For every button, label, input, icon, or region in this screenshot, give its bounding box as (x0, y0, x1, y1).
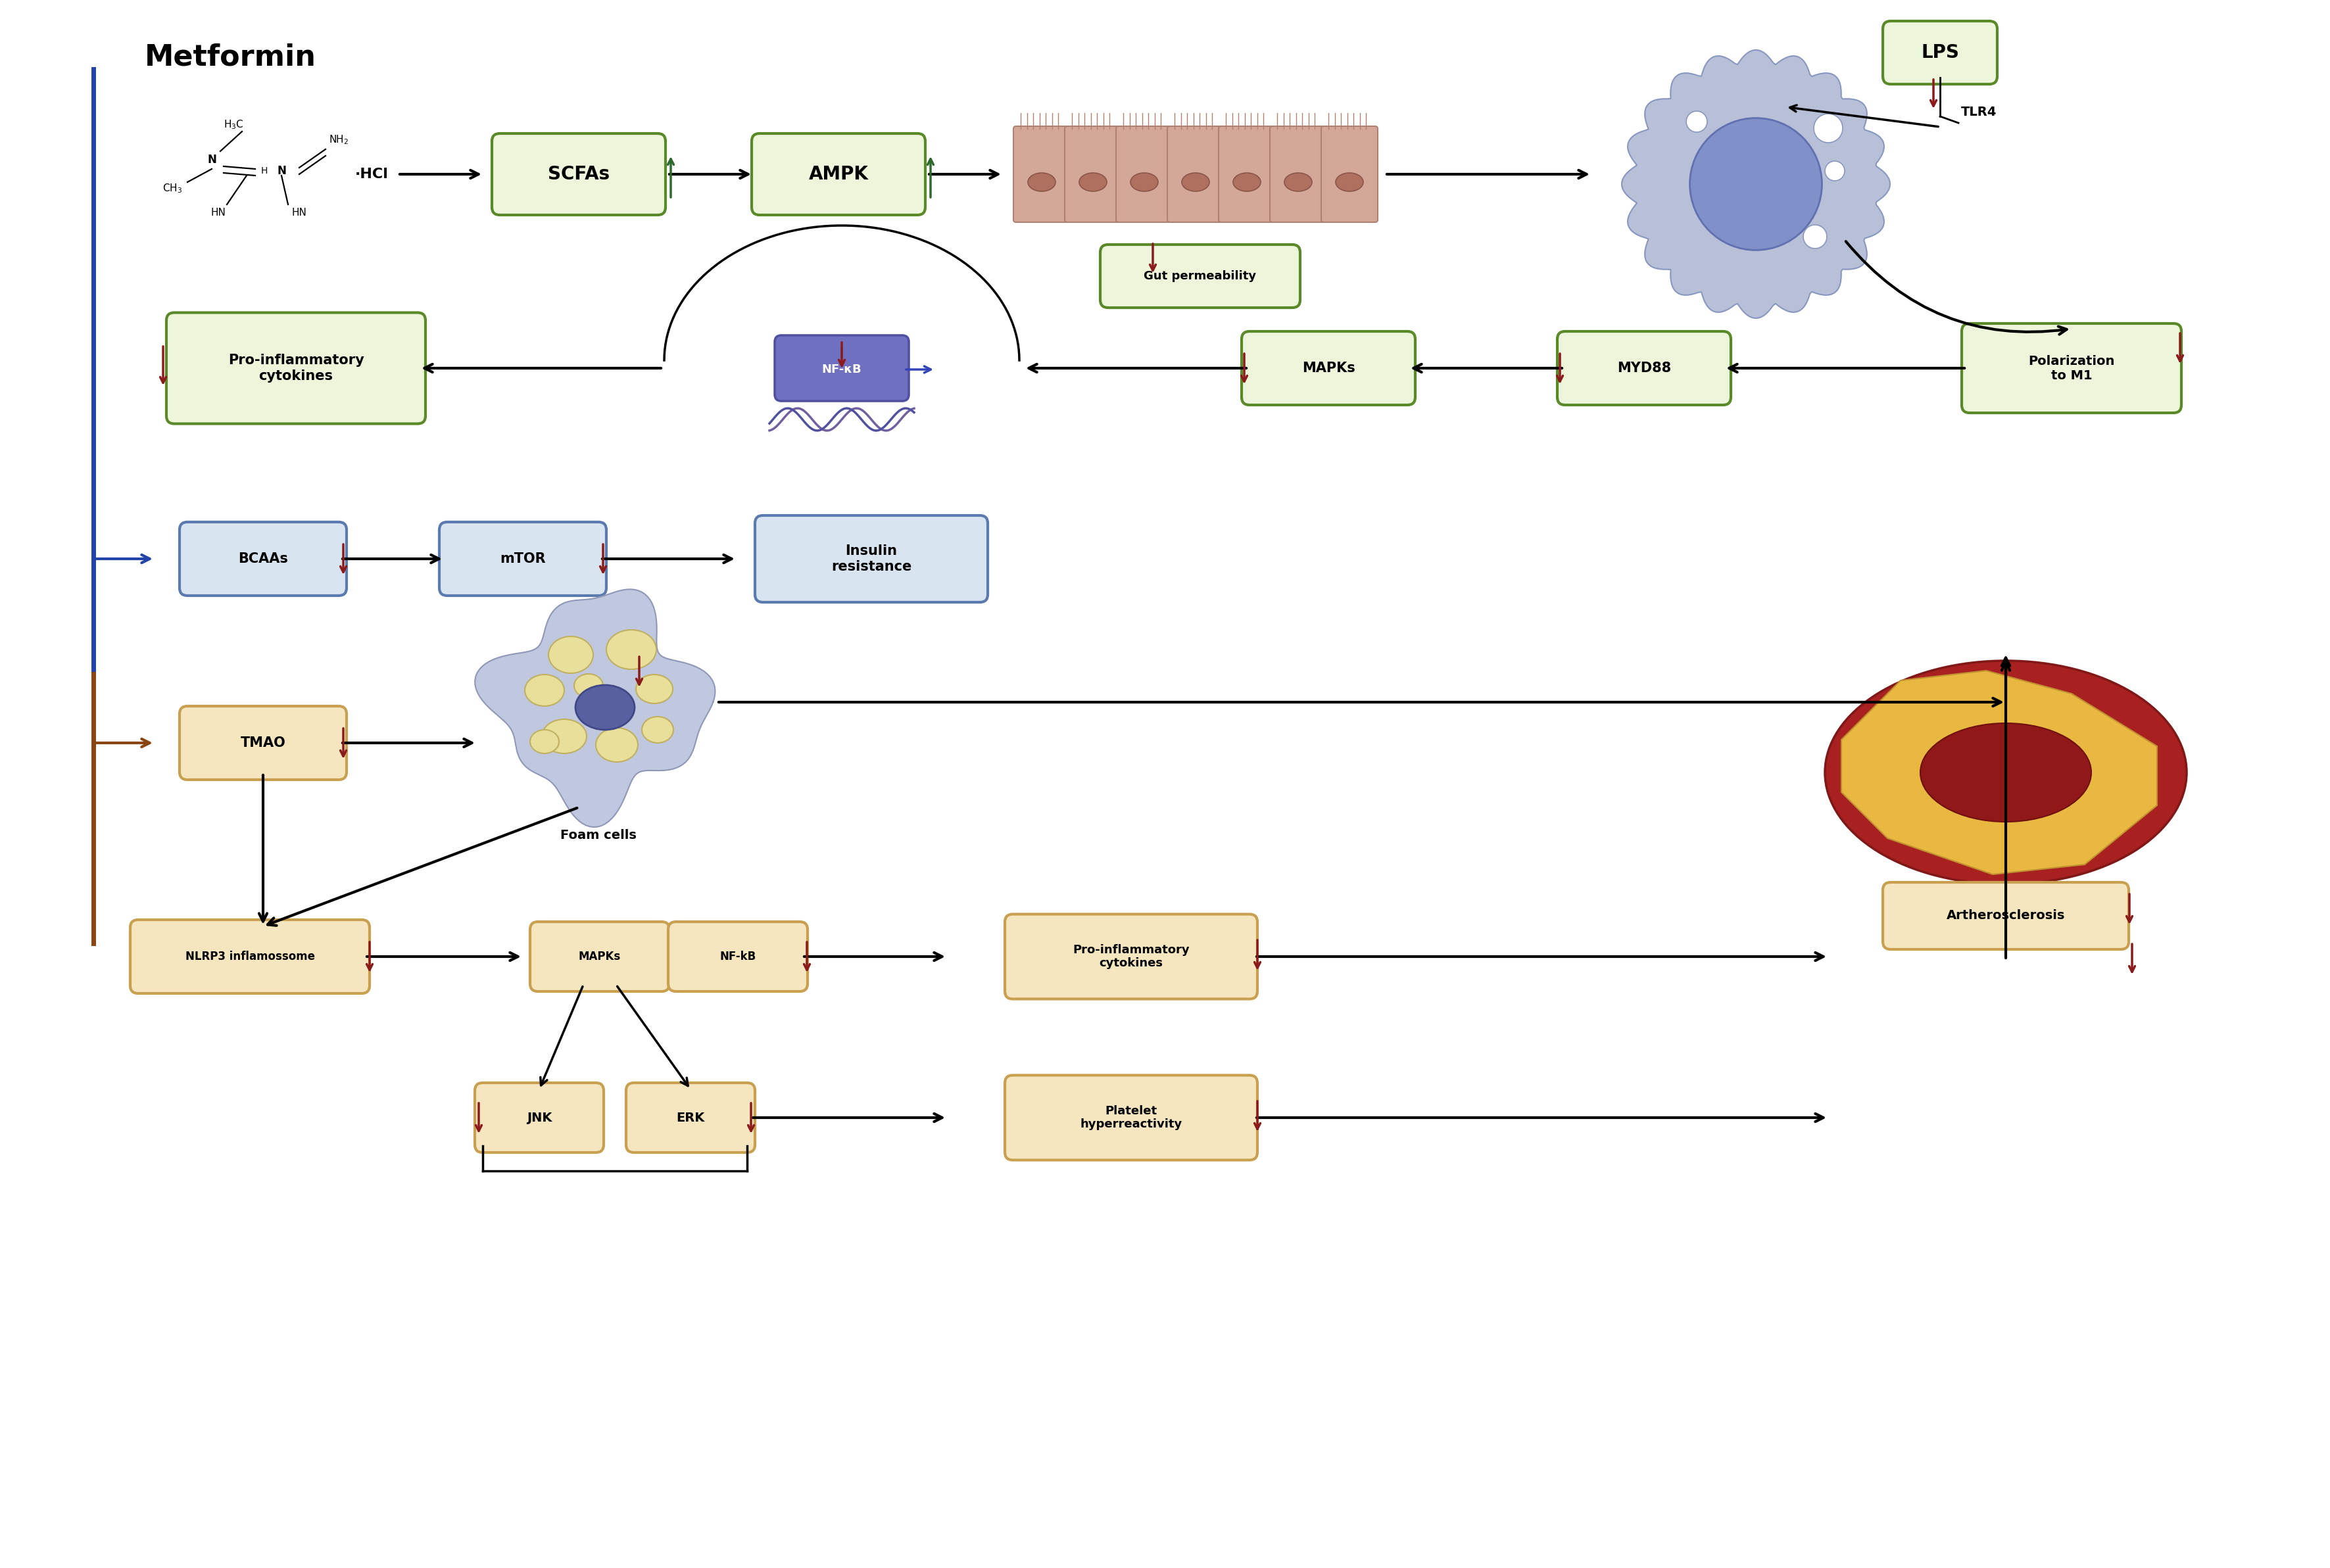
Text: BCAAs: BCAAs (238, 552, 289, 566)
Text: MAPKs: MAPKs (1302, 362, 1356, 375)
Ellipse shape (1028, 172, 1055, 191)
FancyBboxPatch shape (1100, 245, 1300, 307)
Circle shape (1824, 162, 1845, 180)
FancyBboxPatch shape (755, 516, 988, 602)
Text: AMPK: AMPK (809, 165, 869, 183)
Circle shape (1689, 118, 1822, 251)
FancyBboxPatch shape (1962, 323, 2181, 412)
Ellipse shape (543, 720, 587, 754)
Text: LPS: LPS (1920, 44, 1960, 61)
Ellipse shape (529, 729, 559, 754)
FancyBboxPatch shape (529, 922, 669, 991)
Polygon shape (1841, 671, 2158, 875)
FancyBboxPatch shape (1219, 127, 1275, 223)
Text: mTOR: mTOR (501, 552, 545, 566)
FancyBboxPatch shape (627, 1083, 755, 1152)
Ellipse shape (548, 637, 594, 673)
Ellipse shape (1079, 172, 1107, 191)
FancyBboxPatch shape (1883, 883, 2130, 949)
Text: Insulin
resistance: Insulin resistance (832, 544, 911, 572)
FancyBboxPatch shape (475, 1083, 603, 1152)
FancyBboxPatch shape (1883, 20, 1997, 85)
Text: N: N (207, 154, 217, 166)
Circle shape (1813, 114, 1843, 143)
FancyBboxPatch shape (130, 920, 370, 994)
Text: CH$_3$: CH$_3$ (163, 182, 182, 194)
Text: SCFAs: SCFAs (548, 165, 610, 183)
FancyBboxPatch shape (1014, 127, 1069, 223)
FancyBboxPatch shape (1065, 127, 1121, 223)
Ellipse shape (1920, 723, 2092, 822)
Ellipse shape (1284, 172, 1312, 191)
Text: TMAO: TMAO (240, 737, 287, 750)
Ellipse shape (636, 674, 673, 704)
Text: MAPKs: MAPKs (578, 950, 620, 963)
Text: Artherosclerosis: Artherosclerosis (1946, 909, 2064, 922)
Text: JNK: JNK (527, 1112, 552, 1124)
Text: HN: HN (291, 207, 308, 218)
Text: H: H (261, 166, 268, 176)
Ellipse shape (1233, 172, 1261, 191)
FancyBboxPatch shape (753, 133, 925, 215)
FancyBboxPatch shape (1004, 1076, 1258, 1160)
Ellipse shape (1335, 172, 1363, 191)
Text: Gut permeability: Gut permeability (1144, 270, 1256, 282)
Ellipse shape (606, 630, 657, 670)
FancyBboxPatch shape (179, 522, 347, 596)
Text: Platelet
hyperreactivity: Platelet hyperreactivity (1081, 1105, 1181, 1131)
Text: NF-kB: NF-kB (720, 950, 755, 963)
FancyBboxPatch shape (179, 706, 347, 779)
Polygon shape (1622, 50, 1890, 318)
Ellipse shape (573, 674, 603, 698)
Circle shape (1687, 111, 1708, 132)
FancyBboxPatch shape (492, 133, 666, 215)
Ellipse shape (1181, 172, 1209, 191)
Text: NF-κB: NF-κB (822, 364, 862, 375)
FancyBboxPatch shape (774, 336, 909, 401)
Text: HN: HN (210, 207, 226, 218)
FancyBboxPatch shape (1116, 127, 1172, 223)
FancyBboxPatch shape (1167, 127, 1223, 223)
Ellipse shape (1824, 660, 2186, 884)
Text: Polarization
to M1: Polarization to M1 (2029, 354, 2116, 381)
Text: TLR4: TLR4 (1962, 105, 1997, 118)
Text: Foam cells: Foam cells (559, 829, 636, 842)
Ellipse shape (596, 728, 638, 762)
FancyBboxPatch shape (669, 922, 809, 991)
Ellipse shape (1130, 172, 1158, 191)
Text: Metformin: Metformin (144, 42, 317, 71)
Text: ERK: ERK (676, 1112, 704, 1124)
Text: ·HCl: ·HCl (354, 168, 389, 180)
Text: Pro-inflammatory
cytokines: Pro-inflammatory cytokines (1072, 944, 1191, 969)
Ellipse shape (576, 685, 634, 729)
FancyBboxPatch shape (1270, 127, 1326, 223)
FancyBboxPatch shape (1321, 127, 1377, 223)
FancyBboxPatch shape (1556, 331, 1731, 405)
Polygon shape (475, 590, 715, 826)
Text: NLRP3 inflamossome: NLRP3 inflamossome (184, 950, 315, 963)
Circle shape (1803, 224, 1827, 248)
Text: Pro-inflammatory
cytokines: Pro-inflammatory cytokines (228, 354, 363, 383)
FancyBboxPatch shape (1004, 914, 1258, 999)
FancyBboxPatch shape (440, 522, 606, 596)
Text: N: N (277, 165, 287, 177)
Ellipse shape (524, 674, 564, 706)
Text: MYD88: MYD88 (1617, 362, 1671, 375)
Text: NH$_2$: NH$_2$ (329, 133, 349, 146)
Ellipse shape (641, 717, 673, 743)
FancyBboxPatch shape (1242, 331, 1414, 405)
FancyBboxPatch shape (165, 312, 426, 423)
Text: H$_3$C: H$_3$C (224, 119, 245, 132)
